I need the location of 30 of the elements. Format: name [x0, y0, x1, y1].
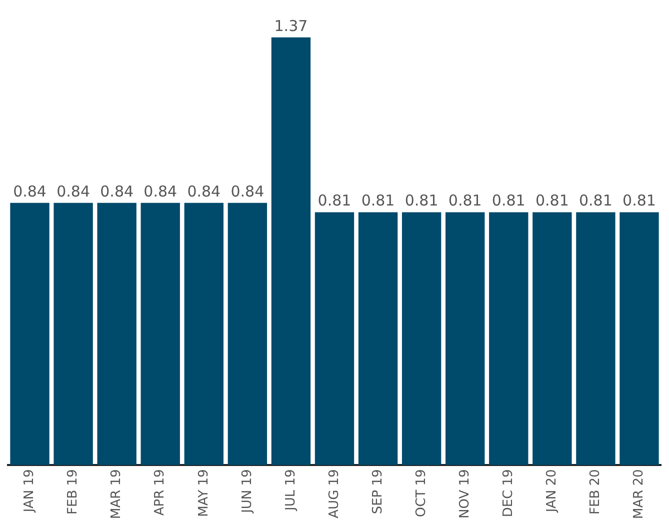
x-tick-label: AUG 19 [326, 469, 342, 518]
data-label: 0.81 [448, 192, 482, 210]
data-label: 0.84 [100, 182, 134, 200]
data-label: 0.84 [56, 182, 90, 200]
x-tick-label: MAY 19 [196, 469, 212, 517]
x-tick-label: FEB 20 [588, 469, 604, 514]
data-label: 0.81 [318, 192, 352, 210]
x-tick-label: JAN 20 [544, 469, 560, 514]
x-tick-label: FEB 19 [66, 469, 81, 514]
x-tick-label: JUL 19 [283, 469, 298, 512]
data-label: 0.81 [404, 192, 438, 210]
x-tick-label: MAR 20 [632, 469, 647, 520]
x-tick-label: MAR 19 [109, 469, 124, 520]
x-tick-label: NOV 19 [457, 469, 472, 518]
data-label: 0.81 [535, 192, 569, 210]
data-label: 0.84 [230, 182, 264, 200]
data-label: 0.84 [187, 182, 221, 200]
data-label: 0.81 [578, 192, 612, 210]
x-tick-label: JAN 19 [22, 469, 38, 514]
data-label: 0.81 [622, 192, 656, 210]
data-label: 0.84 [144, 182, 178, 200]
x-tick-label: SEP 19 [370, 469, 386, 514]
data-label: 0.81 [492, 192, 526, 210]
x-tick-label: OCT 19 [414, 469, 429, 518]
x-tick-label: APR 19 [152, 469, 168, 516]
data-label: 0.81 [361, 192, 395, 210]
x-tick-label: DEC 19 [501, 469, 516, 518]
x-tick-label: JUN 19 [240, 469, 255, 514]
data-label: 0.84 [13, 182, 46, 200]
data-label: 1.37 [274, 16, 308, 35]
